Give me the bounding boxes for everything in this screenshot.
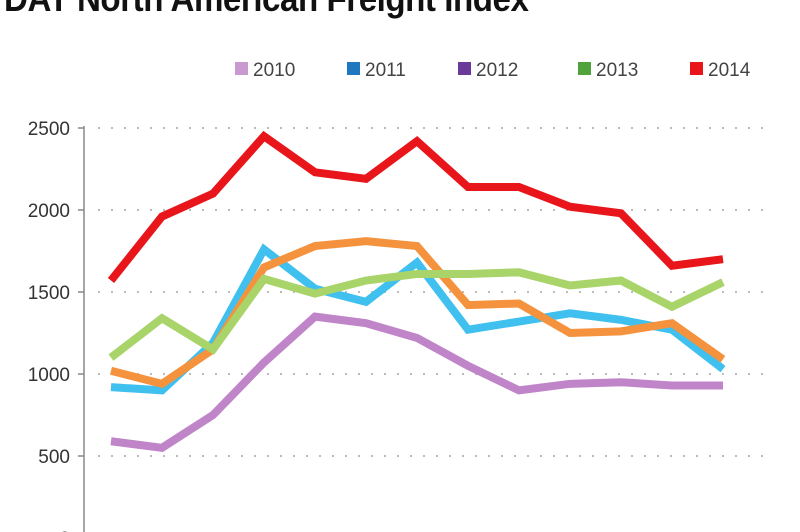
y-tick-label: 0 [59, 529, 70, 532]
legend-swatch-2011 [347, 62, 360, 75]
legend-swatch-2012 [458, 62, 471, 75]
y-tick-label: 2000 [28, 201, 70, 222]
y-tick-label: 1500 [28, 283, 70, 304]
y-tick-label: 1000 [28, 365, 70, 386]
legend-label-2014: 2014 [708, 60, 751, 81]
legend-label-2011: 2011 [365, 60, 406, 81]
legend-label-2010: 2010 [253, 60, 295, 81]
y-tick-label: 500 [38, 447, 70, 468]
legend-label-2013: 2013 [596, 60, 638, 81]
legend-swatch-2014 [690, 62, 703, 75]
y-tick-label: 2500 [28, 119, 70, 140]
chart-title: DAT North American Freight Index [4, 0, 529, 20]
series-line-0 [110, 312, 723, 452]
legend-label-2012: 2012 [476, 60, 518, 81]
legend-swatch-2013 [578, 62, 591, 75]
legend-swatch-2010 [235, 62, 248, 75]
series-line-3 [108, 268, 725, 361]
